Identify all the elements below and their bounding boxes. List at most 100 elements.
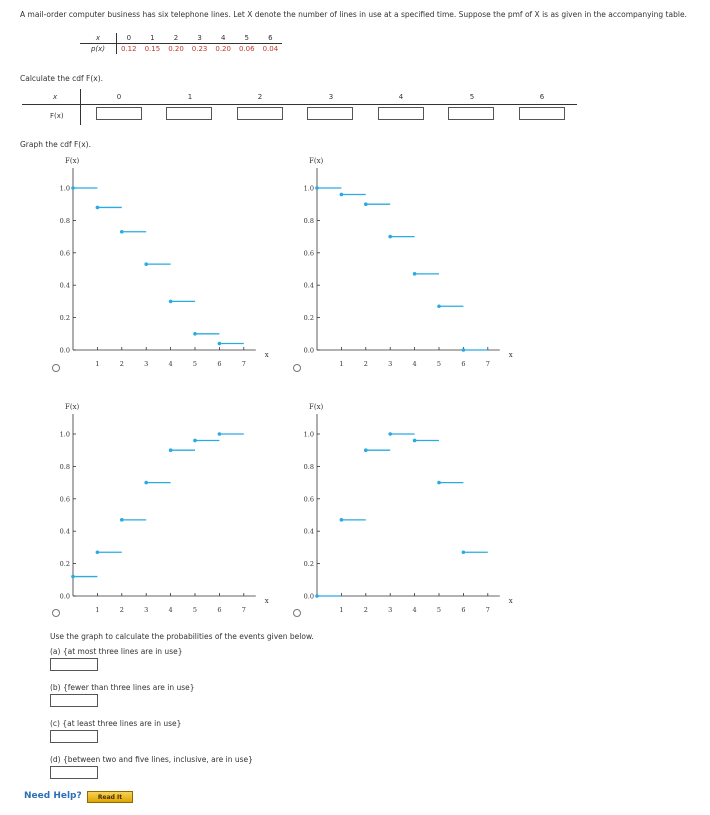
pmf-p-value: 0.15 [144,45,161,53]
y-axis-label: F(x) [309,403,324,411]
y-tick-label: 0.0 [60,593,70,601]
y-tick-label: 0.0 [304,347,314,355]
x-tick-label: 7 [242,360,246,368]
step-point [144,262,148,266]
step-point [315,594,319,598]
step-point [388,234,393,239]
x-tick-label: 4 [413,360,417,368]
step-point [339,192,344,197]
graph-option-radio-3[interactable] [52,609,60,617]
x-tick-label: 3 [144,360,148,368]
step-point [193,438,197,443]
x-tick-label: 2 [120,606,124,614]
y-tick-label: 1.0 [304,431,314,439]
pmf-x-label: x [80,33,117,44]
y-tick-label: 0.2 [304,560,314,568]
y-tick-label: 0.0 [60,347,70,355]
y-axis-label: F(x) [65,157,80,165]
pmf-p-value: 0.06 [238,45,255,53]
step-point [120,229,124,234]
question-a-label: (a) {at most three lines are in use} [50,647,183,656]
answer-d-input[interactable] [50,766,98,779]
cdf-header: 6 [539,93,545,101]
y-tick-label: 0.6 [304,249,314,257]
x-axis-label: x [509,351,513,359]
x-tick-label: 2 [120,360,124,368]
cdf-header: 4 [398,93,404,101]
cdf-input-3[interactable] [307,107,353,120]
cdf-input-4[interactable] [378,107,424,120]
x-tick-label: 2 [364,606,368,614]
x-tick-label: 1 [95,606,99,614]
x-tick-label: 3 [144,606,148,614]
cdf-input-2[interactable] [237,107,283,120]
cdf-input-6[interactable] [519,107,565,120]
step-point [217,432,222,436]
y-tick-label: 0.6 [60,249,70,257]
step-point [168,448,173,453]
step-point [120,518,124,522]
y-tick-label: 0.2 [304,314,314,322]
cdf-f-label: F(x) [50,112,64,120]
graph-prompt: Graph the cdf F(x). [20,140,91,149]
x-tick-label: 2 [364,360,368,368]
use-graph-prompt: Use the graph to calculate the probabili… [50,632,314,641]
read-it-button[interactable]: Read It [87,791,133,803]
step-point [364,202,368,206]
x-tick-label: 3 [388,606,392,614]
cdf-header: 2 [257,93,263,101]
answer-b-input[interactable] [50,694,98,707]
graph-option-radio-4[interactable] [293,609,301,617]
x-axis-label: x [509,597,513,605]
x-tick-label: 1 [339,606,343,614]
cdf-input-1[interactable] [166,107,212,120]
cdf-table-rule [22,104,577,105]
pmf-x-value: 0 [116,33,141,44]
answer-c-input[interactable] [50,730,98,743]
cdf-graphs: F(x) x 0.0 0.2 0.4 0.6 0.8 1.0 1 2 3 4 5 6 7 F(x) x 0.0 0.… [60,157,513,614]
pmf-p-value: 0.20 [168,45,184,53]
graph-option-radio-1[interactable] [52,364,60,372]
x-tick-label: 5 [193,606,197,614]
x-tick-label: 6 [461,606,465,614]
pmf-table: x 0 1 2 3 4 5 6 p(x) 0.12 0.15 0.20 0.23… [80,33,283,54]
x-tick-label: 4 [413,606,417,614]
step-point [95,205,100,210]
pmf-x-value: 3 [187,33,212,44]
y-tick-label: 0.6 [60,495,70,503]
y-tick-label: 0.8 [60,463,70,471]
problem-statement: A mail-order computer business has six t… [20,10,687,19]
cdf-header: 1 [187,93,193,101]
y-axis-label: F(x) [65,403,80,411]
y-tick-label: 0.2 [60,314,70,322]
question-c-label: (c) {at least three lines are in use} [50,719,182,728]
step-point [95,550,100,555]
cdf-input-0[interactable] [96,107,142,120]
pmf-x-value: 1 [140,33,165,44]
x-tick-label: 7 [242,606,246,614]
pmf-p-value: 0.20 [215,45,231,53]
x-tick-label: 4 [169,360,173,368]
y-tick-label: 0.2 [60,560,70,568]
pmf-p-value: 0.12 [121,45,137,53]
y-tick-label: 0.8 [304,217,314,225]
step-point [461,348,466,352]
question-d-label: (d) {between two and five lines, inclusi… [50,755,253,764]
y-tick-label: 0.4 [60,282,70,290]
cdf-input-5[interactable] [448,107,494,120]
y-tick-label: 1.0 [60,431,70,439]
cdf-header: 0 [116,93,122,101]
step-point [388,432,393,436]
pmf-p-value: 0.04 [262,45,279,53]
pmf-x-value: 2 [164,33,188,44]
x-tick-label: 6 [217,606,221,614]
x-tick-label: 1 [339,360,343,368]
step-point [168,299,173,304]
answer-a-input[interactable] [50,658,98,671]
step-point [217,341,222,346]
x-tick-label: 6 [217,360,221,368]
question-b-label: (b) {fewer than three lines are in use} [50,683,195,692]
x-tick-label: 1 [95,360,99,368]
x-tick-label: 5 [437,606,441,614]
graph-option-radio-2[interactable] [293,364,301,372]
